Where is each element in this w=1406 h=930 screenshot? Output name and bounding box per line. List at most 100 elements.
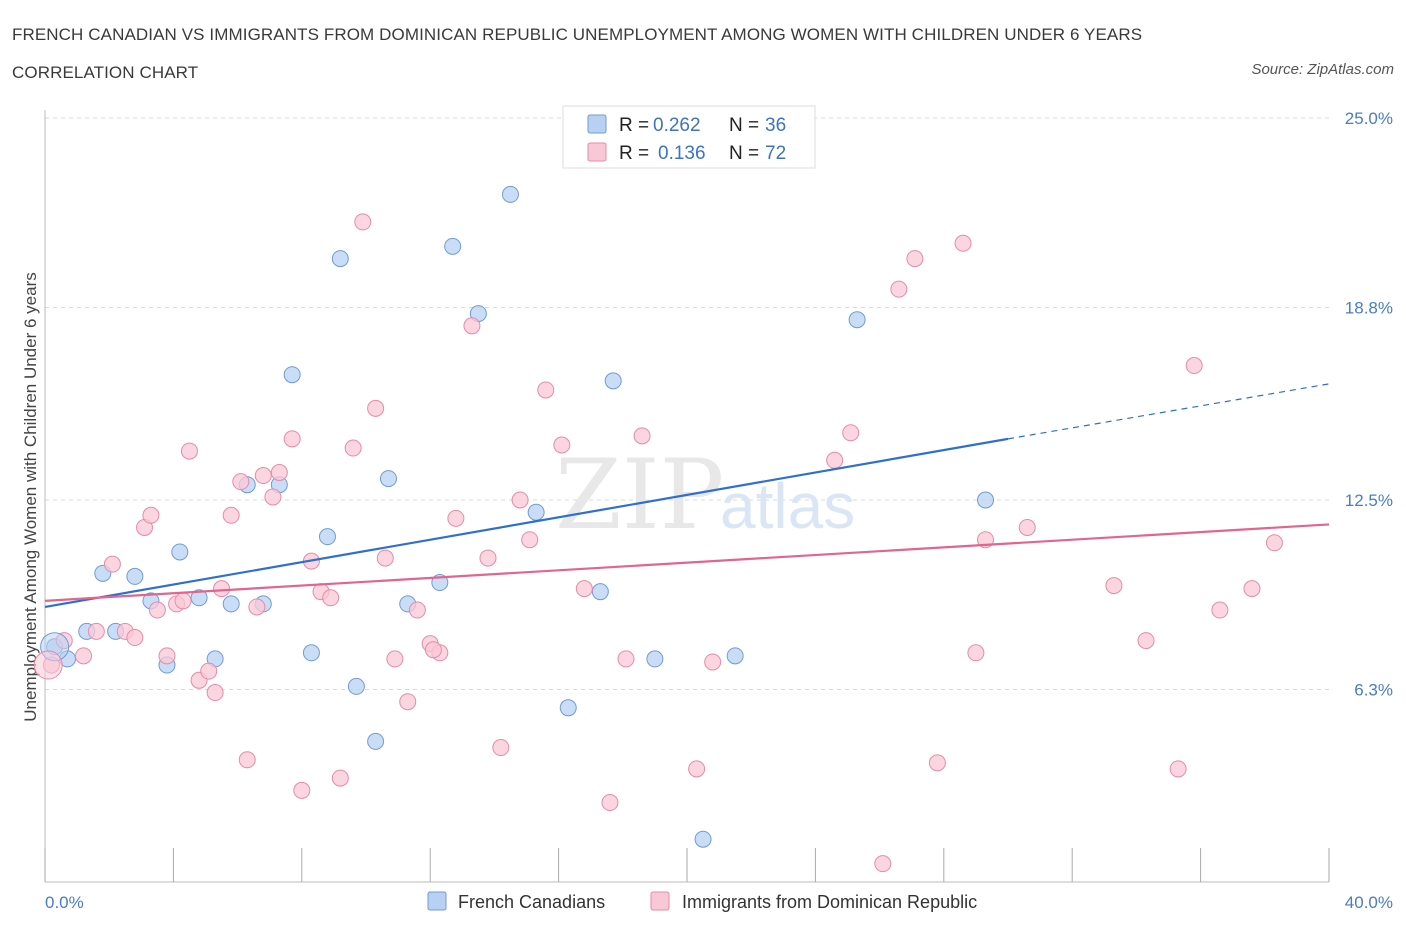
point-dominican-68 — [1211, 601, 1229, 619]
point-dominican-18 — [222, 506, 240, 524]
point-french-17 — [318, 528, 336, 546]
point-dominican-20 — [238, 751, 256, 769]
point-french-30 — [604, 372, 622, 390]
point-dominican-66 — [1169, 760, 1187, 778]
point-dominican-16 — [206, 684, 224, 702]
point-dominican-71 — [424, 641, 442, 659]
y-tick-labels: 6.3% 12.5% 18.8% 25.0% — [1345, 109, 1393, 699]
legend-r-value-1: 0.262 — [653, 115, 701, 136]
point-dominican-50 — [617, 650, 635, 668]
legend-n-value-2: 72 — [765, 143, 786, 164]
point-dominican-40 — [447, 509, 465, 527]
point-french-32 — [694, 830, 712, 848]
point-dominican-65 — [1137, 632, 1155, 650]
y-tick-label-2: 18.8% — [1345, 298, 1393, 317]
point-dominican-60 — [954, 234, 972, 252]
point-dominican-13 — [180, 442, 198, 460]
point-dominican-26 — [293, 781, 311, 799]
point-dominican-36 — [399, 693, 417, 711]
chart-title: FRENCH CANADIAN VS IMMIGRANTS FROM DOMIN… — [12, 25, 1143, 82]
point-dominican-54 — [826, 451, 844, 469]
point-dominican-51 — [633, 427, 651, 445]
point-dominican-44 — [511, 491, 529, 509]
point-dominican-59 — [928, 754, 946, 772]
trend-line-dominican — [44, 523, 1330, 602]
point-french-16 — [302, 644, 320, 662]
point-dominican-19 — [232, 473, 250, 491]
y-tick-label-0: 6.3% — [1354, 680, 1393, 699]
point-dominican-cluster — [33, 650, 63, 680]
point-french-18 — [331, 250, 349, 268]
point-dominican-52 — [688, 760, 706, 778]
x-tick-label-1: 40.0% — [1345, 893, 1393, 912]
point-dominican-64 — [1105, 577, 1123, 595]
point-dominican-61 — [967, 644, 985, 662]
y-tick-label-3: 25.0% — [1345, 109, 1393, 128]
point-french-11 — [222, 595, 240, 613]
data-points — [33, 185, 1283, 873]
point-dominican-22 — [254, 467, 272, 485]
point-french-28 — [559, 699, 577, 717]
point-dominican-34 — [376, 549, 394, 567]
point-dominican-25 — [283, 430, 301, 448]
legend-n-label-1: N = — [729, 115, 759, 136]
y-axis-label: Unemployment Among Women with Children U… — [21, 272, 40, 721]
point-dominican-4 — [103, 555, 121, 573]
y-tick-label-1: 12.5% — [1345, 491, 1393, 510]
point-dominican-31 — [344, 439, 362, 457]
point-dominican-17 — [213, 580, 231, 598]
point-dominican-35 — [386, 650, 404, 668]
series-legend-swatch-pink — [650, 891, 670, 911]
point-french-20 — [367, 732, 385, 750]
point-dominican-67 — [1185, 357, 1203, 375]
point-dominican-56 — [874, 855, 892, 873]
series-legend-swatch-blue — [427, 891, 447, 911]
point-dominican-43 — [492, 739, 510, 757]
point-dominican-8 — [142, 506, 160, 524]
point-dominican-9 — [148, 601, 166, 619]
point-french-19 — [347, 677, 365, 695]
trend-lines — [44, 383, 1330, 609]
point-dominican-41 — [463, 317, 481, 335]
point-dominican-69 — [1243, 580, 1261, 598]
point-dominican-42 — [479, 549, 497, 567]
trend-line-french-extension — [1007, 383, 1330, 440]
point-dominican-6 — [126, 629, 144, 647]
axes — [44, 110, 1330, 883]
point-french-27 — [527, 503, 545, 521]
point-french-35 — [977, 491, 995, 509]
point-dominican-37 — [408, 601, 426, 619]
x-tick-labels: 0.0% 40.0% — [45, 893, 1393, 912]
point-dominican-30 — [331, 769, 349, 787]
legend-n-label-2: N = — [729, 143, 759, 164]
series-legend-label-1: French Canadians — [458, 892, 605, 912]
point-dominican-46 — [537, 381, 555, 399]
point-dominican-49 — [601, 794, 619, 812]
point-dominican-24 — [270, 463, 288, 481]
point-dominican-53 — [704, 653, 722, 671]
watermark-atlas: atlas — [720, 470, 855, 542]
legend-swatch-blue — [587, 114, 607, 134]
point-dominican-3 — [87, 622, 105, 640]
point-dominican-48 — [575, 580, 593, 598]
source-label: Source: ZipAtlas.com — [1251, 61, 1394, 78]
point-dominican-55 — [842, 424, 860, 442]
point-french-24 — [444, 237, 462, 255]
legend-r-value-2: 0.136 — [658, 143, 706, 164]
point-french-34 — [848, 311, 866, 329]
point-french-29 — [591, 583, 609, 601]
point-dominican-58 — [906, 250, 924, 268]
legend-r-label-2: R = — [619, 143, 649, 164]
point-dominican-29 — [322, 589, 340, 607]
point-dominican-2 — [75, 647, 93, 665]
point-dominican-15 — [200, 662, 218, 680]
point-french-31 — [646, 650, 664, 668]
point-dominican-23 — [264, 488, 282, 506]
x-tick-label-0: 0.0% — [45, 893, 84, 912]
point-dominican-57 — [890, 280, 908, 298]
point-dominican-63 — [1018, 519, 1036, 537]
point-french-33 — [726, 647, 744, 665]
point-french-9 — [190, 589, 208, 607]
point-dominican-47 — [553, 436, 571, 454]
